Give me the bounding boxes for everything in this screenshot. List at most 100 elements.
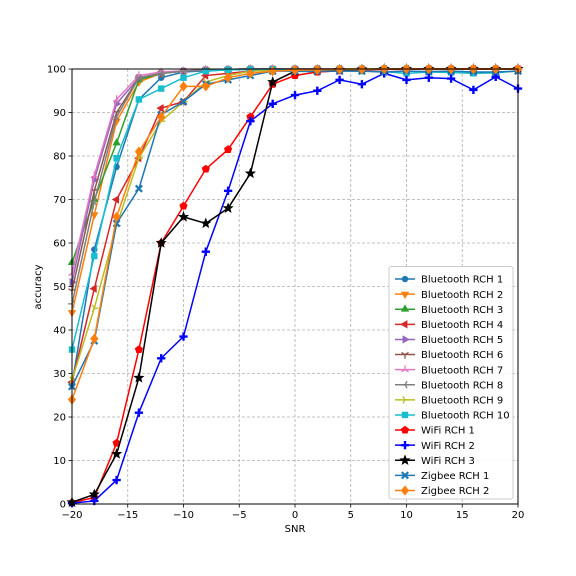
data-point (158, 85, 165, 92)
legend-label: Bluetooth RCH 4 (421, 320, 503, 331)
x-tick-label: 0 (292, 510, 298, 521)
legend-marker (401, 411, 409, 419)
data-point (133, 371, 145, 383)
data-point (111, 448, 123, 459)
data-point (202, 67, 209, 75)
data-point (134, 408, 144, 417)
x-tick-label: 10 (400, 510, 413, 521)
legend-marker (400, 320, 408, 329)
data-point (446, 74, 456, 83)
legend-marker (399, 454, 411, 465)
legend-label: Bluetooth RCH 3 (421, 305, 503, 316)
y-tick-label: 50 (53, 282, 66, 293)
legend-marker (400, 485, 410, 496)
legend-label: Bluetooth RCH 10 (421, 411, 510, 422)
legend-entry: Bluetooth RCH 3 (395, 304, 503, 316)
data-point (179, 332, 188, 341)
legend-entry: Bluetooth RCH 9 (395, 395, 503, 406)
legend-marker (401, 351, 409, 359)
legend-marker (401, 471, 409, 480)
data-point (112, 95, 121, 103)
data-point (177, 211, 190, 222)
data-point (135, 96, 143, 103)
data-point (224, 66, 232, 74)
legend-label: Bluetooth RCH 9 (421, 395, 503, 406)
legend-entry: Zigbee RCH 1 (395, 471, 489, 482)
y-tick-label: 10 (53, 456, 66, 467)
data-point (112, 112, 120, 121)
data-point (201, 164, 210, 173)
data-point (313, 64, 322, 75)
data-point (402, 75, 411, 85)
data-point (335, 75, 344, 85)
legend: Bluetooth RCH 1 Bluetooth RCH 2 Bluetooth … (388, 266, 514, 500)
data-point (179, 201, 188, 210)
data-point (223, 186, 233, 195)
legend-marker (400, 380, 408, 389)
data-point (180, 74, 187, 81)
data-point (155, 237, 167, 248)
y-tick-label: 30 (53, 369, 66, 380)
y-tick-label: 0 (60, 500, 66, 511)
legend-box (388, 266, 514, 500)
data-point (134, 345, 143, 354)
legend-label: Bluetooth RCH 1 (421, 275, 503, 286)
data-point (201, 247, 210, 256)
data-point (111, 195, 120, 204)
legend-label: Bluetooth RCH 5 (421, 335, 503, 346)
legend-marker (400, 440, 410, 450)
data-point (91, 252, 98, 260)
data-point (88, 488, 100, 500)
y-tick-label: 20 (53, 413, 66, 424)
data-point (313, 86, 322, 95)
x-tick-label: −15 (117, 510, 138, 521)
y-axis-label: accuracy (33, 264, 44, 309)
legend-marker (400, 291, 410, 299)
data-point (90, 171, 99, 179)
data-point (157, 69, 164, 78)
legend-entry: Bluetooth RCH 1 (395, 275, 503, 286)
legend-entry: Bluetooth RCH 6 (395, 350, 503, 361)
legend-entry: Bluetooth RCH 7 (395, 365, 503, 376)
data-point (112, 211, 121, 223)
data-point (268, 99, 277, 108)
legend-marker (402, 335, 410, 344)
legend-label: WiFi RCH 2 (421, 441, 475, 452)
data-point (90, 333, 99, 344)
legend-entry: Zigbee RCH 2 (395, 485, 489, 497)
data-point (134, 146, 143, 157)
legend-label: Bluetooth RCH 6 (421, 350, 503, 361)
legend-marker (401, 275, 409, 283)
y-tick-label: 60 (53, 239, 66, 250)
y-tick-label: 80 (53, 152, 66, 163)
data-point (156, 103, 164, 113)
x-tick-label: −10 (173, 510, 194, 521)
data-point (200, 217, 212, 229)
data-point (179, 81, 188, 92)
data-point (246, 68, 255, 79)
legend-entry: WiFi RCH 1 (395, 426, 475, 437)
data-point (424, 73, 433, 82)
y-tick-label: 70 (53, 195, 66, 206)
data-point (89, 284, 97, 293)
data-point (91, 304, 99, 313)
legend-entry: WiFi RCH 2 (395, 441, 475, 452)
data-point (157, 111, 166, 122)
y-tick-label: 100 (47, 65, 66, 76)
data-point (113, 154, 120, 162)
data-point (201, 81, 210, 92)
legend-label: WiFi RCH 3 (421, 456, 475, 467)
data-point (134, 184, 143, 193)
x-tick-label: −5 (232, 510, 247, 521)
x-tick-label: 20 (512, 510, 525, 521)
data-point (357, 80, 367, 89)
x-tick-label: 15 (456, 510, 469, 521)
legend-label: Bluetooth RCH 2 (421, 290, 503, 301)
x-tick-label: 5 (348, 510, 354, 521)
legend-label: Bluetooth RCH 8 (421, 380, 503, 391)
legend-entry: WiFi RCH 3 (395, 454, 475, 467)
data-point (244, 167, 256, 179)
data-point (290, 90, 300, 100)
data-point (157, 354, 166, 363)
legend-entry: Bluetooth RCH 4 (395, 320, 503, 331)
